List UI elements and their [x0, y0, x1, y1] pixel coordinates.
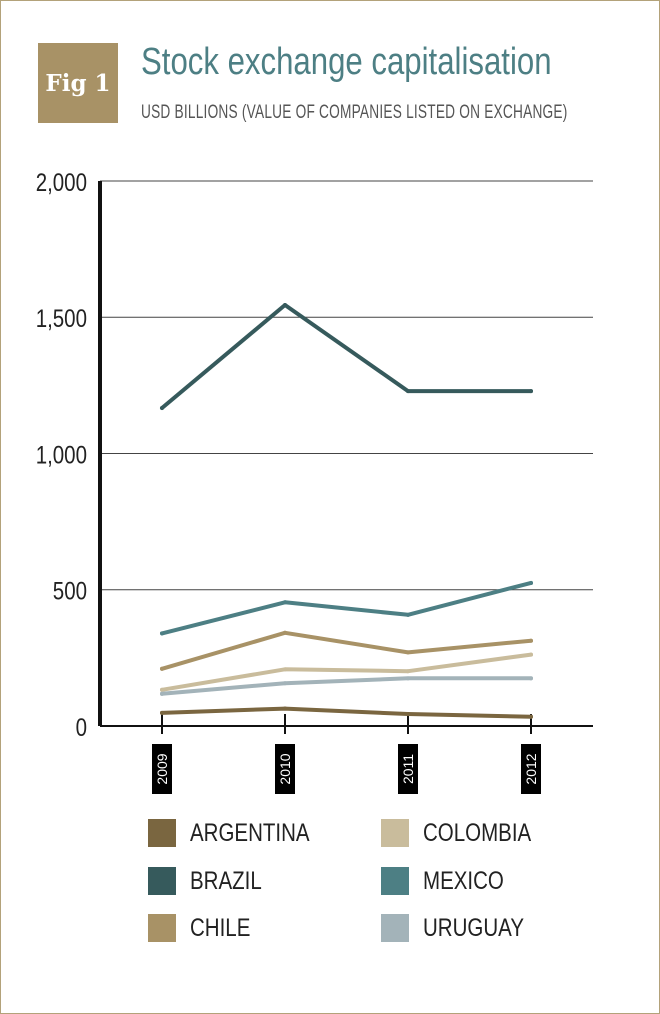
legend-label: URUGUAY [423, 913, 525, 942]
data-point-chile [406, 650, 410, 655]
legend-swatch [381, 914, 409, 942]
legend-item-chile: CHILE [148, 914, 264, 942]
data-point-colombia [406, 669, 410, 674]
legend-label: ARGENTINA [190, 818, 310, 847]
data-point-brazil [406, 389, 410, 394]
y-tick-label: 1,500 [36, 304, 87, 332]
legend-swatch [381, 819, 409, 847]
data-point-argentina [283, 706, 287, 711]
series-line-colombia [160, 652, 533, 692]
data-point-uruguay [529, 676, 533, 681]
legend-item-brazil: BRAZIL [148, 867, 278, 895]
figure-badge: Fig 1 [38, 43, 118, 123]
data-point-mexico [283, 600, 287, 605]
data-point-mexico [406, 612, 410, 617]
series-line-argentina [160, 706, 533, 719]
data-point-uruguay [283, 681, 287, 686]
data-point-colombia [529, 652, 533, 657]
legend-swatch [148, 819, 176, 847]
x-tick-label: 2011 [400, 754, 416, 784]
data-point-argentina [406, 712, 410, 717]
data-point-argentina [160, 710, 164, 715]
legend-item-argentina: ARGENTINA [148, 819, 336, 847]
data-point-brazil [160, 405, 164, 410]
legend-swatch [381, 867, 409, 895]
chart-title: Stock exchange capitalisation [141, 41, 552, 83]
data-point-colombia [160, 687, 164, 692]
x-tick-label: 2012 [523, 753, 539, 784]
x-tick-label-box [152, 744, 172, 794]
legend-swatch [148, 867, 176, 895]
legend-label: BRAZIL [190, 866, 262, 895]
data-point-mexico [160, 631, 164, 636]
series-line-mexico [160, 580, 533, 636]
data-point-mexico [529, 580, 533, 585]
data-point-argentina [529, 714, 533, 719]
legend-label: COLOMBIA [423, 818, 532, 847]
data-point-chile [283, 630, 287, 635]
y-tick-label: 1,000 [36, 441, 87, 469]
series-line-brazil [160, 303, 533, 410]
legend-label: CHILE [190, 913, 251, 942]
legend-item-mexico: MEXICO [381, 867, 522, 895]
data-point-colombia [283, 667, 287, 672]
line-chart: 0 500 1,000 1,500 2,000 2009 2010 2011 2012 [36, 168, 593, 794]
data-point-brazil [283, 302, 287, 307]
x-tick-label: 2010 [277, 753, 293, 784]
y-tick-label: 500 [53, 577, 87, 605]
legend-label: MEXICO [423, 866, 504, 895]
data-point-uruguay [160, 691, 164, 696]
data-point-chile [529, 638, 533, 643]
x-tick-label-box [521, 744, 541, 794]
legend-item-uruguay: URUGUAY [381, 914, 546, 942]
x-tick-label-box [275, 744, 295, 794]
chart-subtitle: USD BILLIONS (VALUE OF COMPANIES LISTED … [141, 102, 568, 123]
legend-item-colombia: COLOMBIA [381, 819, 555, 847]
data-point-uruguay [406, 676, 410, 681]
data-point-chile [160, 666, 164, 671]
x-tick-label-box [398, 744, 418, 794]
y-tick-label: 2,000 [36, 168, 87, 196]
data-point-brazil [529, 389, 533, 394]
legend-swatch [148, 914, 176, 942]
x-tick-label: 2009 [154, 753, 170, 784]
series-line-chile [160, 630, 533, 671]
series-line-uruguay [160, 676, 533, 696]
y-tick-label: 0 [76, 713, 87, 741]
